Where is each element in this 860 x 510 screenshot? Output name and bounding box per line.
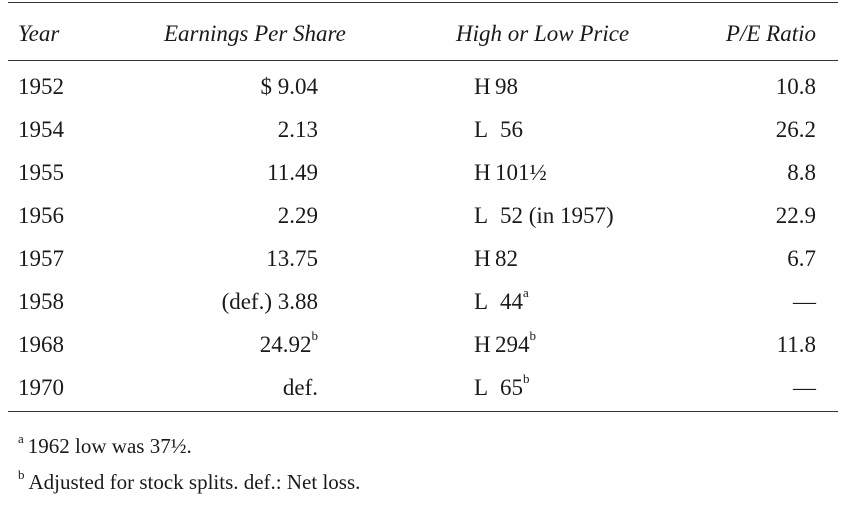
price-value: 101½ [495,160,547,185]
cell-high-low: L 44a [474,285,529,316]
cell-year: 1956 [18,203,64,228]
table-row: 1957 13.75 H 82 6.7 [8,245,838,288]
footnote-b-mark: b [18,467,25,482]
cell-high-low: H 82 [474,245,518,273]
table-row: 1958 (def.) 3.88 L 44a — [8,285,838,331]
high-low-indicator: L [474,289,489,314]
price-value: 52 [500,203,523,228]
cell-pe: 6.7 [787,246,816,271]
cell-eps: $ 9.04 [261,73,319,101]
footnotes: a 1962 low was 37½. b Adjusted for stock s… [18,428,360,500]
footnote-a: a 1962 low was 37½. [18,428,360,464]
cell-year: 1970 [18,375,64,400]
cell-pe: 11.8 [776,332,816,357]
table-row: 1955 11.49 H 101½ 8.8 [8,159,838,202]
high-low-indicator: H [474,246,491,271]
table-top-rule [8,2,838,3]
cell-year: 1968 [18,332,64,357]
cell-pe: 10.8 [775,74,816,99]
footnote-a-mark: a [18,431,24,446]
eps-value: def. [282,375,318,400]
price-value: 294 [495,332,530,357]
price-value: 65 [500,375,523,400]
cell-high-low: H 98 [474,73,518,101]
table-row: 1956 2.29 L 52 (in 1957) 22.9 [8,202,838,245]
header-pe: P/E Ratio [725,21,816,46]
header-eps: Earnings Per Share [164,21,346,46]
cell-eps: 2.13 [278,116,318,144]
cell-high-low: H 101½ [474,159,547,187]
cell-high-low: L 52 (in 1957) [474,202,614,230]
table-row: 1970 def. L 65b — [8,371,838,417]
eps-value: 13.75 [266,246,318,271]
cell-year: 1957 [18,246,64,271]
cell-pe: 22.9 [775,203,816,228]
cell-high-low: L 56 [474,116,523,144]
eps-footnote-mark: b [311,328,319,344]
cell-year: 1952 [18,74,64,99]
eps-value: 24.92 [259,332,312,357]
header-rule [8,60,838,61]
price-value: 98 [495,74,518,99]
eps-value: 2.29 [277,203,318,228]
footnote-a-text: 1962 low was 37½. [27,434,192,458]
eps-value: (def.) 3.88 [221,289,318,314]
cell-pe: 8.8 [787,160,816,185]
high-low-indicator: H [474,160,491,185]
high-low-indicator: L [474,203,489,228]
footnote-b: b Adjusted for stock splits. def.: Net lo… [18,464,360,500]
cell-year: 1954 [18,117,64,142]
high-low-indicator: L [474,375,489,400]
cell-eps: def. [283,374,318,402]
eps-value: 11.49 [267,160,318,185]
price-value: 44 [500,289,523,314]
footnote-b-text: Adjusted for stock splits. def.: Net los… [28,470,361,494]
cell-eps: 13.75 [266,245,318,273]
cell-eps: 24.92b [259,328,319,359]
cell-year: 1955 [18,160,64,185]
cell-pe: — [793,375,816,400]
header-year: Year [18,21,60,46]
header-high-low: High or Low Price [456,21,630,46]
cell-pe: — [793,289,816,314]
price-footnote-mark: b [523,371,530,387]
price-note: (in 1957) [523,203,614,228]
price-value: 56 [500,117,523,142]
cell-year: 1958 [18,289,64,314]
high-low-indicator: H [474,332,491,357]
cell-eps: 2.29 [278,202,318,230]
table-row: 1968 24.92b H 294b 11.8 [8,328,838,374]
table-row: 1954 2.13 L 56 26.2 [8,116,838,159]
cell-high-low: L 65b [474,371,530,402]
cell-high-low: H 294b [474,328,537,359]
eps-value: $ 9.04 [260,74,319,99]
high-low-indicator: H [474,74,491,99]
table-bottom-rule [8,411,838,412]
price-footnote-mark: b [529,328,537,344]
price-footnote-mark: a [523,285,529,301]
high-low-indicator: L [474,117,489,142]
eps-value: 2.13 [277,117,318,142]
cell-eps: 11.49 [267,159,318,187]
price-value: 82 [495,246,518,271]
cell-eps: (def.) 3.88 [222,288,318,316]
table-row: 1952 $ 9.04 H 98 10.8 [8,73,838,116]
cell-pe: 26.2 [775,117,816,142]
